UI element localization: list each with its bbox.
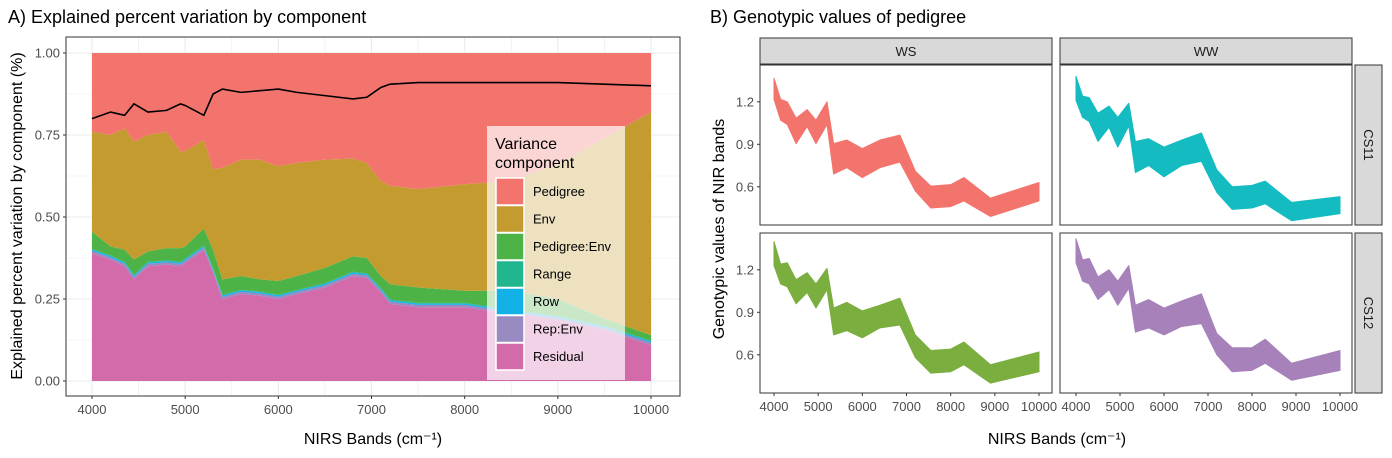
x-tick-label: 5000 <box>171 402 200 417</box>
y-tick-label: 0.50 <box>35 210 60 225</box>
strip-ws <box>759 37 1053 65</box>
x-tick-label: 5000 <box>804 399 833 414</box>
x-axis-title-a: NIRS Bands (cm⁻¹) <box>304 431 442 448</box>
chart-title-a: A) Explained percent variation by compon… <box>8 7 366 27</box>
x-tick-label: 7000 <box>357 402 386 417</box>
facet-ws-cs11: 0.6 0.9 1.2 <box>736 64 1053 226</box>
strip-cs12 <box>1354 232 1383 394</box>
x-tick-label: 10000 <box>1021 399 1057 414</box>
x-tick-label: 6000 <box>1150 399 1179 414</box>
y-tick-label: 0.6 <box>736 347 754 362</box>
facet-ww-cs11 <box>1059 64 1353 226</box>
legend-label: Rep:Env <box>533 322 583 337</box>
x-tick-label: 8000 <box>936 399 965 414</box>
facet-border <box>1059 232 1353 394</box>
ribbon <box>773 240 1040 384</box>
strip-cs11 <box>1354 64 1383 226</box>
facet-ws-cs12: 0.6 0.9 1.2 4000 5000 6000 7000 8000 9000 10000 <box>736 232 1057 414</box>
x-axis-title-b: NIRS Bands (cm⁻¹) <box>988 431 1126 448</box>
x-tick-label: 9000 <box>1282 399 1311 414</box>
y-axis-title-a: Explained percent variation by component… <box>9 52 26 379</box>
legend-key <box>495 287 525 316</box>
legend-key <box>495 177 525 206</box>
x-tick-label: 7000 <box>892 399 921 414</box>
x-tick-label: 4000 <box>78 402 107 417</box>
legend-key <box>495 314 525 344</box>
facet-ww-cs12: 4000 5000 6000 7000 8000 9000 10000 <box>1059 232 1358 414</box>
legend-key <box>495 259 525 289</box>
ribbon <box>1075 75 1341 222</box>
x-tick-label: 9000 <box>543 402 572 417</box>
x-tick-label: 4000 <box>1062 399 1091 414</box>
strip-label: WS <box>896 44 917 59</box>
legend-label: Range <box>533 267 571 282</box>
legend-title: Variance <box>495 136 557 153</box>
y-tick-label: 0.6 <box>736 179 754 194</box>
x-tick-label: 10000 <box>633 402 669 417</box>
x-tick-label: 6000 <box>264 402 293 417</box>
legend-label: Env <box>533 212 556 227</box>
y-tick-label: 0.25 <box>35 292 60 307</box>
facet-border <box>759 64 1053 226</box>
y-tick-label: 1.2 <box>736 94 754 109</box>
facet-border <box>1059 64 1353 226</box>
ribbon <box>1075 238 1341 381</box>
legend-label: Row <box>533 294 560 309</box>
x-tick-label: 8000 <box>1238 399 1267 414</box>
chart-title-b: B) Genotypic values of pedigree <box>710 7 966 27</box>
x-tick-label: 8000 <box>450 402 479 417</box>
x-tick-label: 10000 <box>1322 399 1358 414</box>
legend-key <box>495 342 525 371</box>
line-series <box>91 81 652 120</box>
y-tick-label: 0.75 <box>35 128 60 143</box>
x-tick-label: 6000 <box>848 399 877 414</box>
strip-label: CS12 <box>1361 297 1376 330</box>
y-tick-label: 0.00 <box>35 374 60 389</box>
strip-label: WW <box>1194 44 1219 59</box>
legend-label: Pedigree <box>533 184 585 199</box>
legend-key <box>495 204 525 234</box>
y-tick-label: 0.9 <box>736 305 754 320</box>
x-tick-label: 7000 <box>1194 399 1223 414</box>
strip-ww <box>1059 37 1353 65</box>
x-tick-label: 4000 <box>760 399 789 414</box>
strip-label: CS11 <box>1361 129 1376 161</box>
y-tick-label: 1.2 <box>736 262 754 277</box>
legend-label: Residual <box>533 349 584 364</box>
y-tick-label: 0.9 <box>736 137 754 152</box>
legend-label: Pedigree:Env <box>533 239 612 254</box>
legend: Variance component Pedigree Env Pedigree:Env… <box>487 126 625 380</box>
y-tick-label: 1.00 <box>35 46 60 61</box>
x-tick-label: 5000 <box>1106 399 1135 414</box>
ribbon <box>773 77 1040 218</box>
y-axis-title-b: Genotypic values of NIR bands <box>711 119 728 340</box>
x-tick-label: 9000 <box>980 399 1009 414</box>
legend-title: component <box>495 155 575 172</box>
legend-key <box>495 232 525 261</box>
